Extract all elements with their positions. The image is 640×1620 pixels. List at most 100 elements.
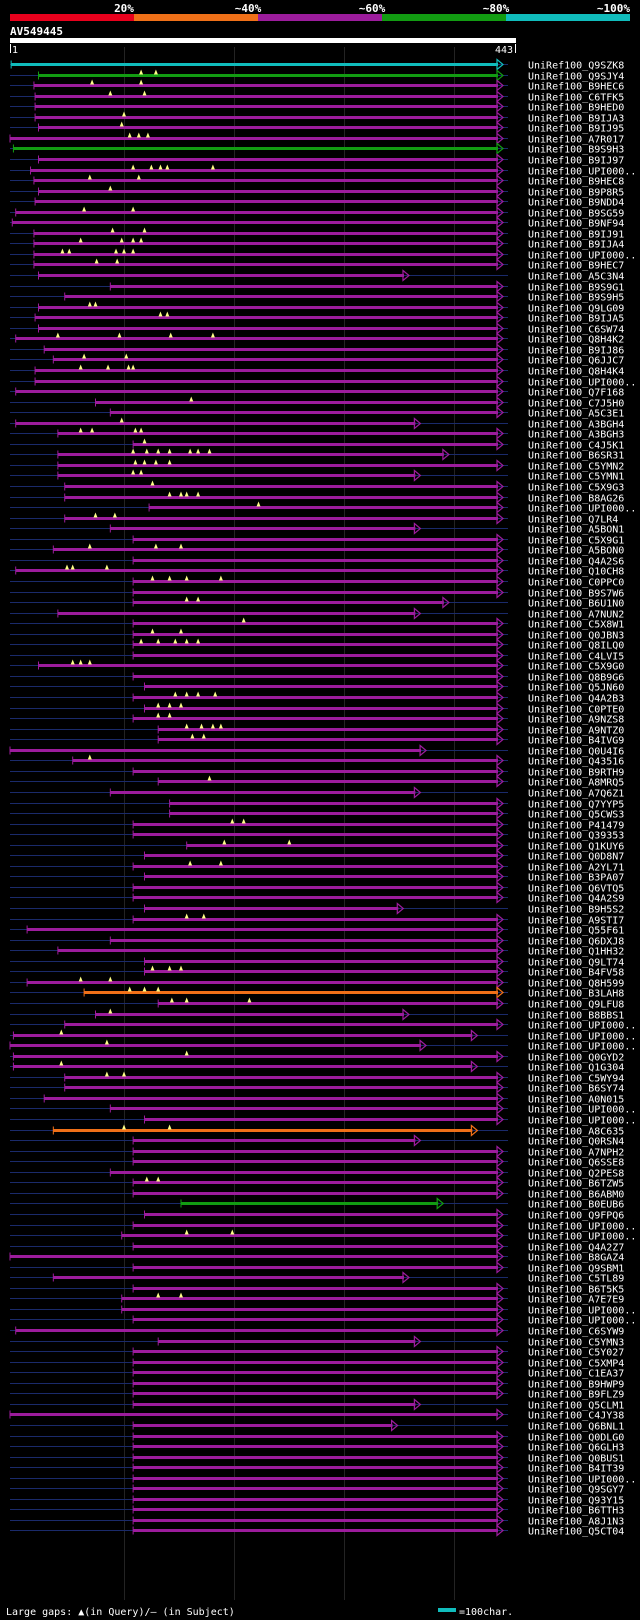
hit-label[interactable]: UniRef100_Q2PES8 — [528, 1169, 624, 1180]
hit-row[interactable]: UniRef100_C5TL89 — [10, 1271, 624, 1285]
hit-row[interactable]: UniRef100_Q8H4K4 — [10, 364, 624, 378]
hit-label[interactable]: UniRef100_C5YMN2 — [528, 462, 624, 473]
hit-label[interactable]: UniRef100_B9IJA5 — [528, 314, 624, 325]
hit-row[interactable]: UniRef100_UPI000.. — [10, 1113, 636, 1127]
hit-label[interactable]: UniRef100_P41479 — [528, 821, 624, 832]
hit-label[interactable]: UniRef100_UPI000.. — [528, 1032, 636, 1043]
hit-row[interactable]: UniRef100_UPI000.. — [10, 501, 636, 515]
hit-row[interactable]: UniRef100_Q0D8N7 — [10, 849, 624, 863]
hit-row[interactable]: UniRef100_A3BGH4 — [10, 417, 624, 431]
hit-label[interactable]: UniRef100_C7J5H0 — [528, 399, 624, 410]
hit-row[interactable]: UniRef100_Q9SZK8 — [10, 58, 624, 72]
hit-label[interactable]: UniRef100_C4JY38 — [528, 1411, 624, 1422]
hit-row[interactable]: UniRef100_C0PPC0 — [10, 575, 624, 589]
hit-row[interactable]: UniRef100_Q8H4K2 — [10, 332, 624, 346]
hit-label[interactable]: UniRef100_Q1G304 — [528, 1063, 624, 1074]
hit-label[interactable]: UniRef100_Q93Y15 — [528, 1496, 624, 1507]
hit-label[interactable]: UniRef100_C4J5K1 — [528, 441, 624, 452]
hit-row[interactable]: UniRef100_Q10CH8 — [10, 564, 624, 578]
hit-label[interactable]: UniRef100_A5BON0 — [528, 546, 624, 557]
hit-label[interactable]: UniRef100_C5Y027 — [528, 1348, 624, 1359]
hit-label[interactable]: UniRef100_C5X9G3 — [528, 483, 624, 494]
hit-label[interactable]: UniRef100_Q9SBM1 — [528, 1264, 624, 1275]
hit-label[interactable]: UniRef100_A8MRQ5 — [528, 778, 624, 789]
hit-label[interactable]: UniRef100_C1EA37 — [528, 1369, 624, 1380]
hit-label[interactable]: UniRef100_B3LAH8 — [528, 989, 624, 1000]
hit-label[interactable]: UniRef100_Q4A2S6 — [528, 557, 624, 568]
hit-label[interactable]: UniRef100_Q9SJY4 — [528, 72, 624, 83]
hit-row[interactable]: UniRef100_B0EUB6 — [10, 1197, 624, 1211]
hit-row[interactable]: UniRef100_Q0GYD2 — [10, 1050, 624, 1064]
hit-row[interactable]: UniRef100_B9RTH9 — [10, 765, 624, 779]
hit-row[interactable]: UniRef100_Q6SSE8 — [10, 1155, 624, 1169]
hit-row[interactable]: UniRef100_C5WY94 — [10, 1071, 624, 1085]
hit-label[interactable]: UniRef100_UPI000.. — [528, 167, 636, 178]
hit-row[interactable]: UniRef100_Q0U4I6 — [9, 744, 624, 758]
hit-label[interactable]: UniRef100_C5WY94 — [528, 1074, 624, 1085]
hit-row[interactable]: UniRef100_UPI000.. — [10, 1029, 636, 1043]
hit-label[interactable]: UniRef100_B9HWP9 — [528, 1380, 624, 1391]
hit-row[interactable]: UniRef100_Q0BUS1 — [10, 1451, 624, 1465]
hit-row[interactable]: UniRef100_B6ABM0 — [10, 1187, 624, 1201]
hit-label[interactable]: UniRef100_A0N015 — [528, 1095, 624, 1106]
hit-row[interactable]: UniRef100_B9IJ95 — [10, 121, 624, 135]
hit-row[interactable]: UniRef100_Q4A2Z7 — [10, 1240, 624, 1254]
hit-row[interactable]: UniRef100_UPI000.. — [10, 1313, 636, 1327]
hit-row[interactable]: UniRef100_Q1KUY6 — [10, 839, 624, 853]
hit-label[interactable]: UniRef100_B9IJA3 — [528, 114, 624, 125]
hit-row[interactable]: UniRef100_UPI000.. — [10, 1219, 636, 1233]
hit-row[interactable]: UniRef100_A7NPH2 — [10, 1145, 624, 1159]
hit-row[interactable]: UniRef100_Q4A2B3 — [10, 691, 624, 705]
hit-label[interactable]: UniRef100_Q6SSE8 — [528, 1158, 624, 1169]
hit-label[interactable]: UniRef100_C5XMP4 — [528, 1359, 624, 1370]
hit-row[interactable]: UniRef100_Q55F61 — [10, 923, 624, 937]
hit-row[interactable]: UniRef100_Q6VTQ5 — [10, 881, 624, 895]
hit-row[interactable]: UniRef100_B9IJ86 — [10, 343, 624, 357]
hit-row[interactable]: UniRef100_C5Y027 — [10, 1345, 624, 1359]
hit-row[interactable]: UniRef100_UPI000.. — [10, 1102, 636, 1116]
hit-label[interactable]: UniRef100_A9NTZ0 — [528, 726, 624, 737]
hit-label[interactable]: UniRef100_Q8B9G6 — [528, 673, 624, 684]
hit-label[interactable]: UniRef100_A8C635 — [528, 1127, 624, 1138]
hit-label[interactable]: UniRef100_B6T5K5 — [528, 1285, 624, 1296]
hit-label[interactable]: UniRef100_UPI000.. — [528, 378, 636, 389]
hit-row[interactable]: UniRef100_B6U1N0 — [10, 596, 624, 610]
hit-row[interactable]: UniRef100_C5YMN3 — [10, 1335, 624, 1349]
hit-row[interactable]: UniRef100_A3BGH3 — [10, 427, 624, 441]
hit-row[interactable]: UniRef100_A9NTZ0 — [10, 723, 624, 737]
hit-label[interactable]: UniRef100_B9RTH9 — [528, 768, 624, 779]
hit-row[interactable]: UniRef100_Q4A2S9 — [10, 891, 624, 905]
hit-row[interactable]: UniRef100_A8C635 — [10, 1124, 624, 1138]
hit-row[interactable]: UniRef100_Q5JN60 — [10, 680, 624, 694]
hit-row[interactable]: UniRef100_B4FV58 — [10, 965, 624, 979]
hit-row[interactable]: UniRef100_A2YL71 — [10, 860, 624, 874]
hit-row[interactable]: UniRef100_C5X9G3 — [10, 480, 624, 494]
hit-row[interactable]: UniRef100_B6SR31 — [10, 448, 624, 462]
hit-label[interactable]: UniRef100_C0PPC0 — [528, 578, 624, 589]
hit-label[interactable]: UniRef100_Q4A2B3 — [528, 694, 624, 705]
hit-label[interactable]: UniRef100_UPI000.. — [528, 1475, 636, 1486]
hit-label[interactable]: UniRef100_Q1HH32 — [528, 947, 624, 958]
hit-label[interactable]: UniRef100_B9NF94 — [528, 219, 624, 230]
hit-label[interactable]: UniRef100_UPI000.. — [528, 1306, 636, 1317]
hit-row[interactable]: UniRef100_A5BON0 — [10, 543, 624, 557]
hit-label[interactable]: UniRef100_B6TZW5 — [528, 1179, 624, 1190]
hit-row[interactable]: UniRef100_B9IJA5 — [10, 311, 624, 325]
hit-row[interactable]: UniRef100_Q9LG09 — [10, 301, 624, 315]
hit-label[interactable]: UniRef100_Q6BNL1 — [528, 1422, 624, 1433]
hit-row[interactable]: UniRef100_A5BON1 — [10, 522, 624, 536]
hit-label[interactable]: UniRef100_B6U1N0 — [528, 599, 624, 610]
hit-label[interactable]: UniRef100_UPI000.. — [528, 1105, 636, 1116]
hit-label[interactable]: UniRef100_Q0D8N7 — [528, 852, 624, 863]
hit-label[interactable]: UniRef100_B4IT39 — [528, 1464, 624, 1475]
hit-row[interactable]: UniRef100_P41479 — [10, 818, 624, 832]
hit-row[interactable]: UniRef100_B9NDD4 — [10, 195, 624, 209]
hit-label[interactable]: UniRef100_B9IJ86 — [528, 346, 624, 357]
hit-row[interactable]: UniRef100_Q6GLH3 — [10, 1440, 624, 1454]
hit-row[interactable]: UniRef100_C4JY38 — [9, 1408, 624, 1422]
hit-row[interactable]: UniRef100_B9H5S2 — [10, 902, 624, 916]
hit-row[interactable]: UniRef100_C1EA37 — [10, 1366, 624, 1380]
hit-row[interactable]: UniRef100_Q9SGY7 — [10, 1482, 624, 1496]
hit-row[interactable]: UniRef100_Q39353 — [10, 828, 624, 842]
hit-label[interactable]: UniRef100_B4IVG9 — [528, 736, 624, 747]
